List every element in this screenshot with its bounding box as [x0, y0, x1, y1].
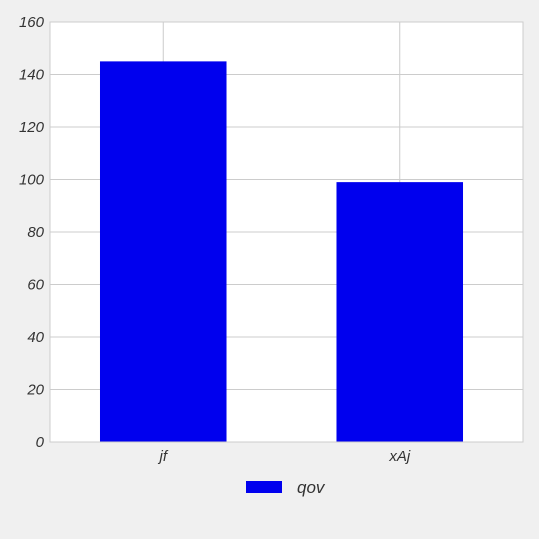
x-tick-label: jf [158, 448, 169, 465]
y-tick-label: 100 [19, 172, 45, 189]
legend-label: qov [297, 478, 326, 497]
y-tick-label: 80 [27, 224, 44, 241]
y-tick-label: 140 [19, 67, 45, 84]
y-tick-label: 60 [27, 277, 44, 294]
y-axis-ticks: 0 20 40 60 80 100 120 140 160 [19, 14, 45, 451]
x-axis-ticks: jf xAj [158, 448, 411, 465]
y-tick-label: 0 [36, 434, 45, 451]
plot-frame [49, 21, 524, 443]
bar [336, 182, 464, 442]
legend: qov [246, 478, 326, 497]
y-tick-label: 120 [19, 119, 45, 136]
y-tick-label: 20 [26, 382, 44, 399]
y-tick-label: 40 [27, 329, 44, 346]
y-tick-label: 160 [19, 14, 45, 31]
x-tick-label: xAj [388, 448, 411, 465]
bar [99, 61, 227, 442]
bars [99, 61, 464, 442]
legend-swatch [246, 481, 282, 493]
